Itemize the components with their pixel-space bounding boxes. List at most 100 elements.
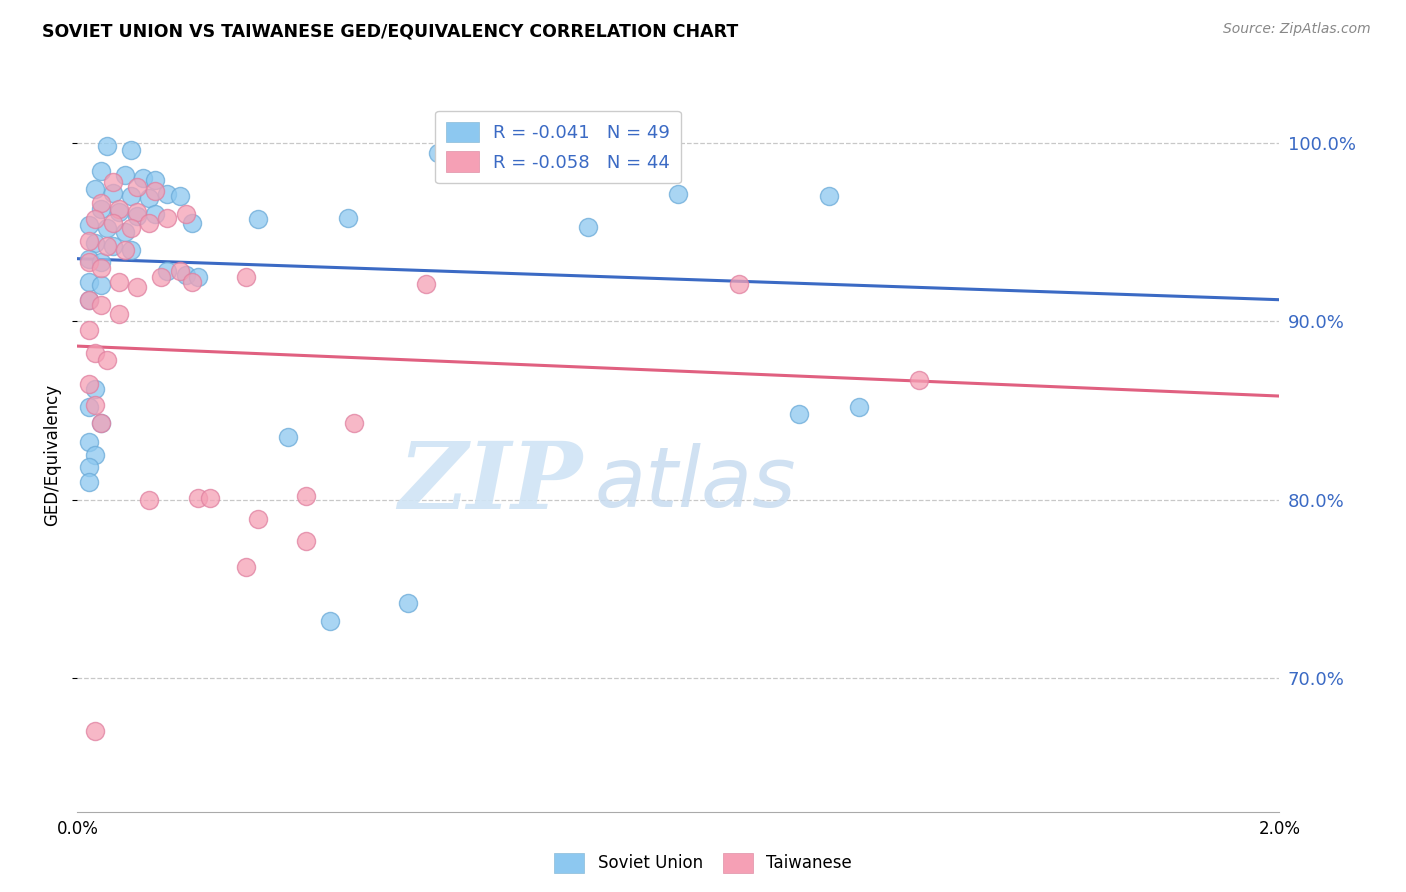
Point — [150, 269, 173, 284]
Text: SOVIET UNION VS TAIWANESE GED/EQUIVALENCY CORRELATION CHART: SOVIET UNION VS TAIWANESE GED/EQUIVALENC… — [42, 22, 738, 40]
Point — [343, 416, 366, 430]
Point — [294, 533, 316, 548]
Point — [90, 416, 112, 430]
Legend: R = -0.041   N = 49, R = -0.058   N = 44: R = -0.041 N = 49, R = -0.058 N = 44 — [436, 111, 681, 183]
Point — [132, 171, 155, 186]
Point — [319, 614, 342, 628]
Point — [848, 400, 870, 414]
Point — [96, 239, 118, 253]
Point — [294, 489, 316, 503]
Point — [198, 491, 221, 505]
Point — [576, 219, 599, 234]
Point — [79, 252, 101, 266]
Text: Source: ZipAtlas.com: Source: ZipAtlas.com — [1223, 22, 1371, 37]
Point — [396, 596, 419, 610]
Point — [103, 216, 125, 230]
Point — [277, 430, 299, 444]
Point — [103, 175, 125, 189]
Point — [668, 187, 690, 202]
Point — [427, 146, 450, 161]
Point — [787, 407, 810, 421]
Point — [84, 398, 107, 412]
Point — [108, 205, 131, 219]
Point — [127, 209, 149, 223]
Point — [90, 196, 112, 211]
Point — [84, 448, 107, 462]
Point — [156, 187, 179, 202]
Point — [90, 260, 112, 275]
Point — [90, 202, 112, 216]
Point — [79, 275, 101, 289]
Point — [114, 243, 136, 257]
Point — [138, 191, 160, 205]
Point — [90, 298, 112, 312]
Point — [90, 255, 112, 269]
Point — [79, 475, 101, 489]
Point — [108, 275, 131, 289]
Point — [145, 173, 167, 187]
Point — [103, 239, 125, 253]
Text: atlas: atlas — [595, 443, 796, 524]
Point — [120, 189, 142, 203]
Point — [84, 235, 107, 250]
Point — [103, 186, 125, 200]
Point — [246, 212, 269, 227]
Point — [79, 435, 101, 450]
Point — [138, 492, 160, 507]
Point — [727, 277, 749, 291]
Point — [90, 278, 112, 293]
Point — [120, 221, 142, 235]
Point — [817, 189, 839, 203]
Point — [84, 212, 107, 227]
Point — [84, 724, 107, 739]
Point — [235, 560, 257, 574]
Point — [415, 277, 437, 291]
Point — [90, 164, 112, 178]
Point — [79, 218, 101, 232]
Point — [114, 168, 136, 182]
Point — [90, 416, 112, 430]
Point — [79, 255, 101, 269]
Point — [174, 207, 197, 221]
Point — [108, 307, 131, 321]
Point — [79, 234, 101, 248]
Point — [235, 269, 257, 284]
Point — [84, 182, 107, 196]
Point — [138, 216, 160, 230]
Point — [187, 491, 209, 505]
Point — [84, 382, 107, 396]
Point — [114, 225, 136, 239]
Point — [120, 243, 142, 257]
Point — [79, 460, 101, 475]
Y-axis label: GED/Equivalency: GED/Equivalency — [44, 384, 62, 526]
Point — [79, 400, 101, 414]
Point — [336, 211, 359, 225]
Point — [169, 189, 191, 203]
Point — [127, 205, 149, 219]
Point — [169, 264, 191, 278]
Point — [180, 275, 202, 289]
Point — [96, 139, 118, 153]
Point — [120, 143, 142, 157]
Point — [145, 184, 167, 198]
Point — [79, 376, 101, 391]
Point — [908, 373, 931, 387]
Point — [79, 323, 101, 337]
Point — [108, 202, 131, 216]
Legend: Soviet Union, Taiwanese: Soviet Union, Taiwanese — [547, 847, 859, 880]
Point — [79, 293, 101, 307]
Point — [96, 221, 118, 235]
Point — [145, 207, 167, 221]
Point — [246, 512, 269, 526]
Point — [127, 280, 149, 294]
Point — [180, 216, 202, 230]
Point — [96, 353, 118, 368]
Point — [79, 293, 101, 307]
Point — [174, 268, 197, 282]
Point — [187, 269, 209, 284]
Point — [84, 346, 107, 360]
Point — [156, 211, 179, 225]
Point — [127, 180, 149, 194]
Text: ZIP: ZIP — [398, 439, 582, 528]
Point — [156, 264, 179, 278]
